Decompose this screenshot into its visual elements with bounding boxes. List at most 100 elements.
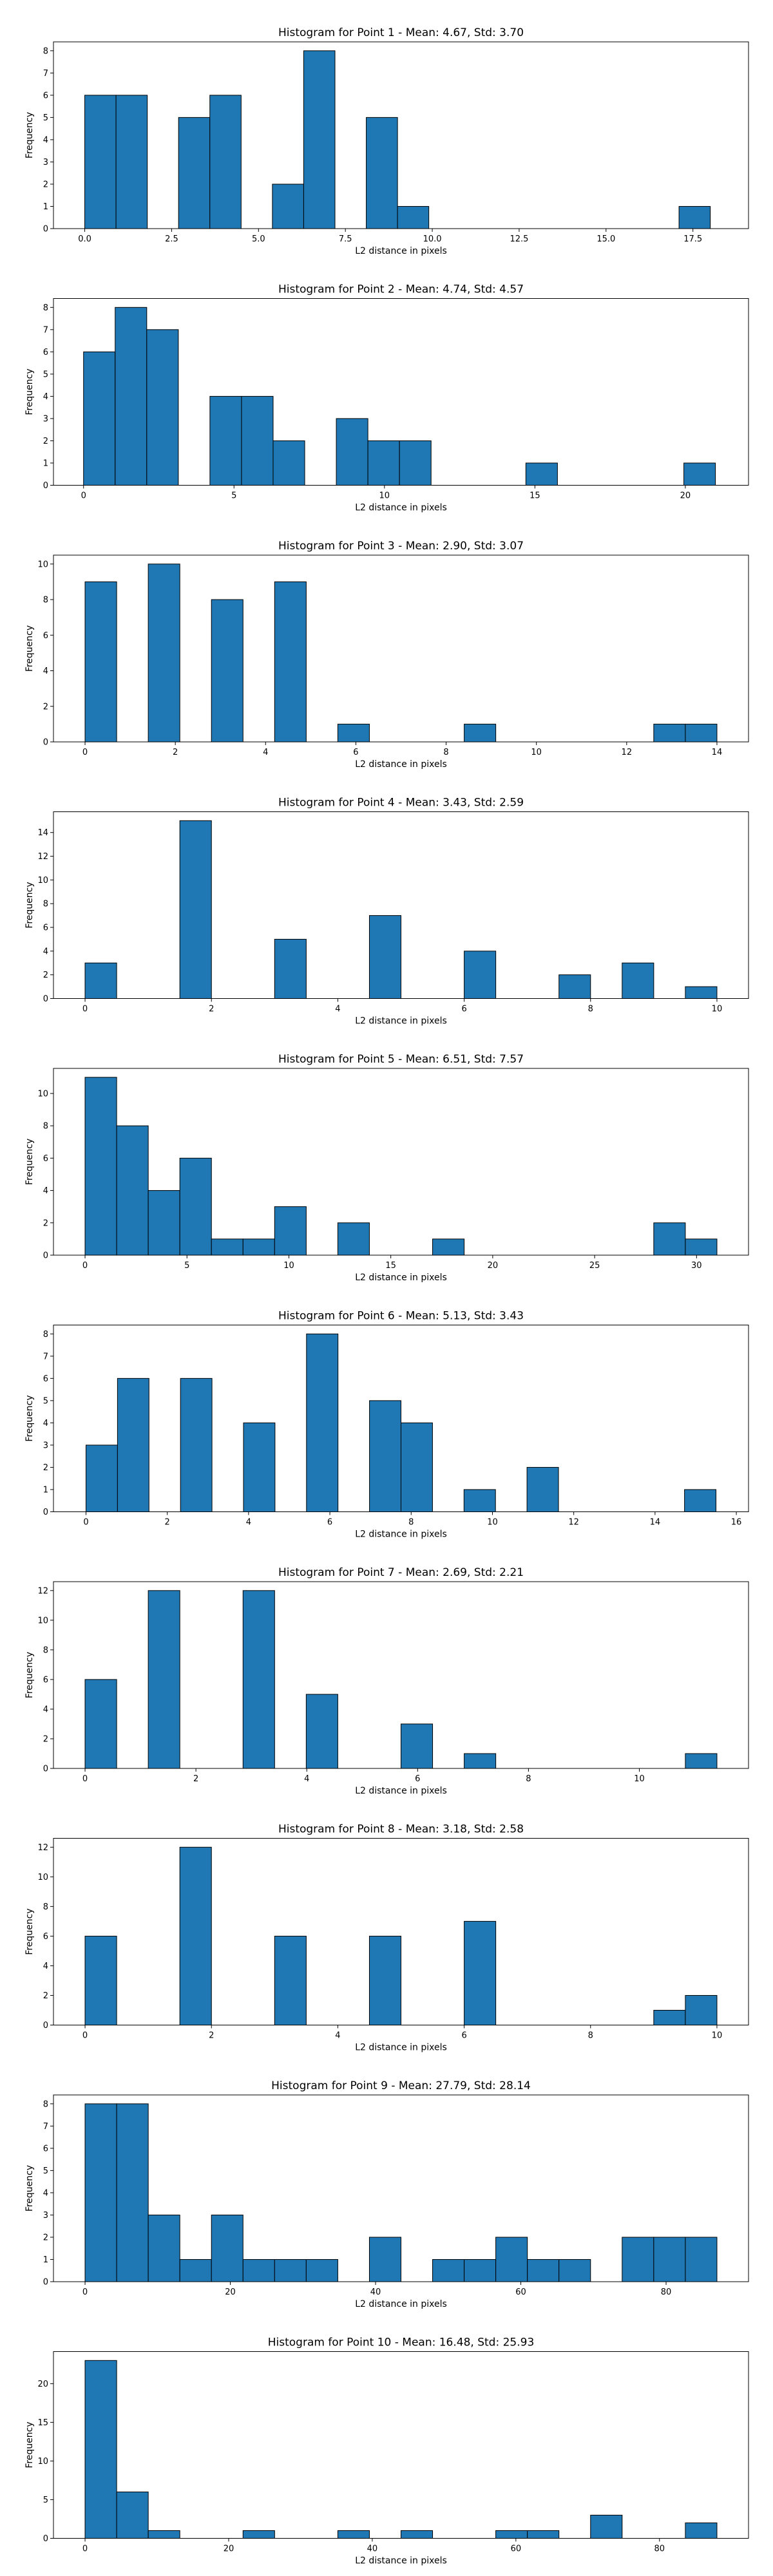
x-tick-label: 10: [531, 748, 542, 757]
x-tick-label: 12: [568, 1518, 579, 1528]
y-tick-label: 10: [37, 1089, 48, 1099]
x-tick-label: 17.5: [683, 234, 702, 244]
y-tick-label: 8: [43, 1645, 48, 1655]
y-tick-label: 8: [43, 2099, 48, 2109]
x-tick-label: 4: [304, 1774, 309, 1784]
histogram-bar: [401, 1422, 433, 1513]
histogram-bar: [685, 1238, 718, 1256]
y-axis-label: Frequency: [24, 2165, 35, 2211]
y-tick-label: 6: [43, 1932, 48, 1942]
x-tick-label: 5: [184, 1261, 189, 1271]
x-axis-label: L2 distance in pixels: [355, 246, 447, 256]
histogram-bar: [148, 564, 180, 743]
x-tick-label: 0: [83, 1518, 88, 1528]
histogram-bar: [84, 1935, 117, 2026]
y-tick-label: 6: [43, 1374, 48, 1384]
y-axis-label: Frequency: [24, 1652, 35, 1698]
chart-title: Histogram for Point 3 - Mean: 2.90, Std:…: [278, 540, 524, 553]
histogram-bar: [558, 2259, 591, 2282]
histogram-bar: [274, 1935, 307, 2026]
y-tick-label: 10: [37, 560, 48, 569]
y-tick-label: 2: [43, 971, 48, 980]
histogram-bar: [399, 440, 432, 486]
histogram-bar: [242, 2530, 275, 2539]
histogram-bar: [117, 1378, 149, 1513]
histogram-bar: [116, 2103, 149, 2282]
x-tick-label: 7.5: [339, 234, 352, 244]
chart-title: Histogram for Point 7 - Mean: 2.69, Std:…: [278, 1566, 524, 1579]
histogram-bar: [305, 1694, 338, 1769]
histogram-bar: [685, 1753, 718, 1769]
x-tick-label: 4: [335, 1005, 340, 1014]
y-tick-label: 2: [43, 702, 48, 712]
plot-frame: [53, 1325, 749, 1512]
x-tick-label: 10: [712, 1005, 723, 1014]
x-tick-label: 4: [246, 1518, 251, 1528]
y-tick-label: 2: [43, 180, 48, 189]
x-tick-label: 0: [81, 491, 86, 501]
histogram-panel: Histogram for Point 7 - Mean: 2.69, Std:…: [24, 1566, 749, 1796]
x-tick-label: 6: [461, 1005, 466, 1014]
histogram-panel: Histogram for Point 3 - Mean: 2.90, Std:…: [24, 540, 749, 770]
x-tick-label: 20: [488, 1261, 499, 1271]
histogram-bar: [590, 2514, 623, 2539]
histogram-bar: [84, 581, 117, 743]
y-tick-label: 4: [43, 667, 48, 676]
x-tick-label: 20: [225, 2287, 236, 2297]
x-tick-label: 8: [443, 748, 448, 757]
histogram-bar: [369, 1400, 402, 1512]
y-tick-label: 7: [43, 2122, 48, 2132]
plot-frame: [53, 811, 749, 999]
y-tick-label: 4: [43, 1962, 48, 1971]
histogram-bar: [653, 723, 686, 743]
y-tick-label: 1: [43, 1485, 48, 1495]
y-axis-label: Frequency: [24, 1908, 35, 1955]
histogram-bar: [84, 962, 117, 999]
chart-title: Histogram for Point 10 - Mean: 16.48, St…: [268, 2336, 535, 2349]
histogram-bar: [685, 986, 718, 999]
y-tick-label: 0: [43, 2021, 48, 2031]
histogram-bar: [685, 2522, 718, 2539]
histogram-bar: [684, 1489, 717, 1512]
y-tick-label: 1: [43, 2255, 48, 2265]
histogram-panel: Histogram for Point 2 - Mean: 4.74, Std:…: [24, 283, 749, 513]
histogram-bar: [463, 1489, 496, 1512]
histogram-bar: [148, 2530, 180, 2539]
x-tick-label: 16: [731, 1518, 742, 1528]
histogram-bar: [401, 2530, 434, 2539]
histogram-bar: [209, 395, 242, 486]
x-tick-label: 2: [165, 1518, 170, 1528]
x-tick-label: 4: [335, 2031, 340, 2041]
x-tick-label: 6: [327, 1518, 332, 1528]
histogram-bar: [84, 2103, 117, 2282]
y-tick-label: 8: [43, 596, 48, 605]
y-tick-label: 4: [43, 1419, 48, 1428]
histogram-bar: [115, 307, 148, 486]
histogram-bar: [85, 1444, 118, 1512]
plot-frame: [53, 1068, 749, 1256]
y-tick-label: 5: [43, 1396, 48, 1406]
histogram-bar: [211, 2214, 243, 2282]
histogram-bar: [685, 1994, 718, 2026]
x-tick-label: 0: [82, 2031, 88, 2041]
histogram-bar: [495, 2530, 528, 2539]
histogram-bar: [678, 205, 711, 229]
histogram-bar: [148, 2214, 180, 2282]
histogram-bar: [337, 1222, 370, 1256]
histogram-bar: [84, 2360, 117, 2539]
y-axis-label: Frequency: [24, 882, 35, 928]
histogram-panel: Histogram for Point 4 - Mean: 3.43, Std:…: [24, 797, 749, 1027]
histogram-bar: [622, 2237, 654, 2282]
histogram-bar: [115, 95, 148, 229]
x-tick-label: 15: [530, 491, 540, 501]
y-tick-label: 7: [43, 69, 48, 79]
plot-frame: [53, 298, 749, 486]
x-tick-label: 0: [82, 1005, 88, 1014]
histogram-bar: [464, 1920, 497, 2026]
x-axis-label: L2 distance in pixels: [355, 2299, 447, 2309]
x-tick-label: 2.5: [165, 234, 178, 244]
histogram-bar: [116, 1125, 149, 1256]
x-tick-label: 20: [224, 2544, 234, 2554]
x-tick-label: 40: [367, 2544, 378, 2554]
y-tick-label: 3: [43, 2211, 48, 2221]
